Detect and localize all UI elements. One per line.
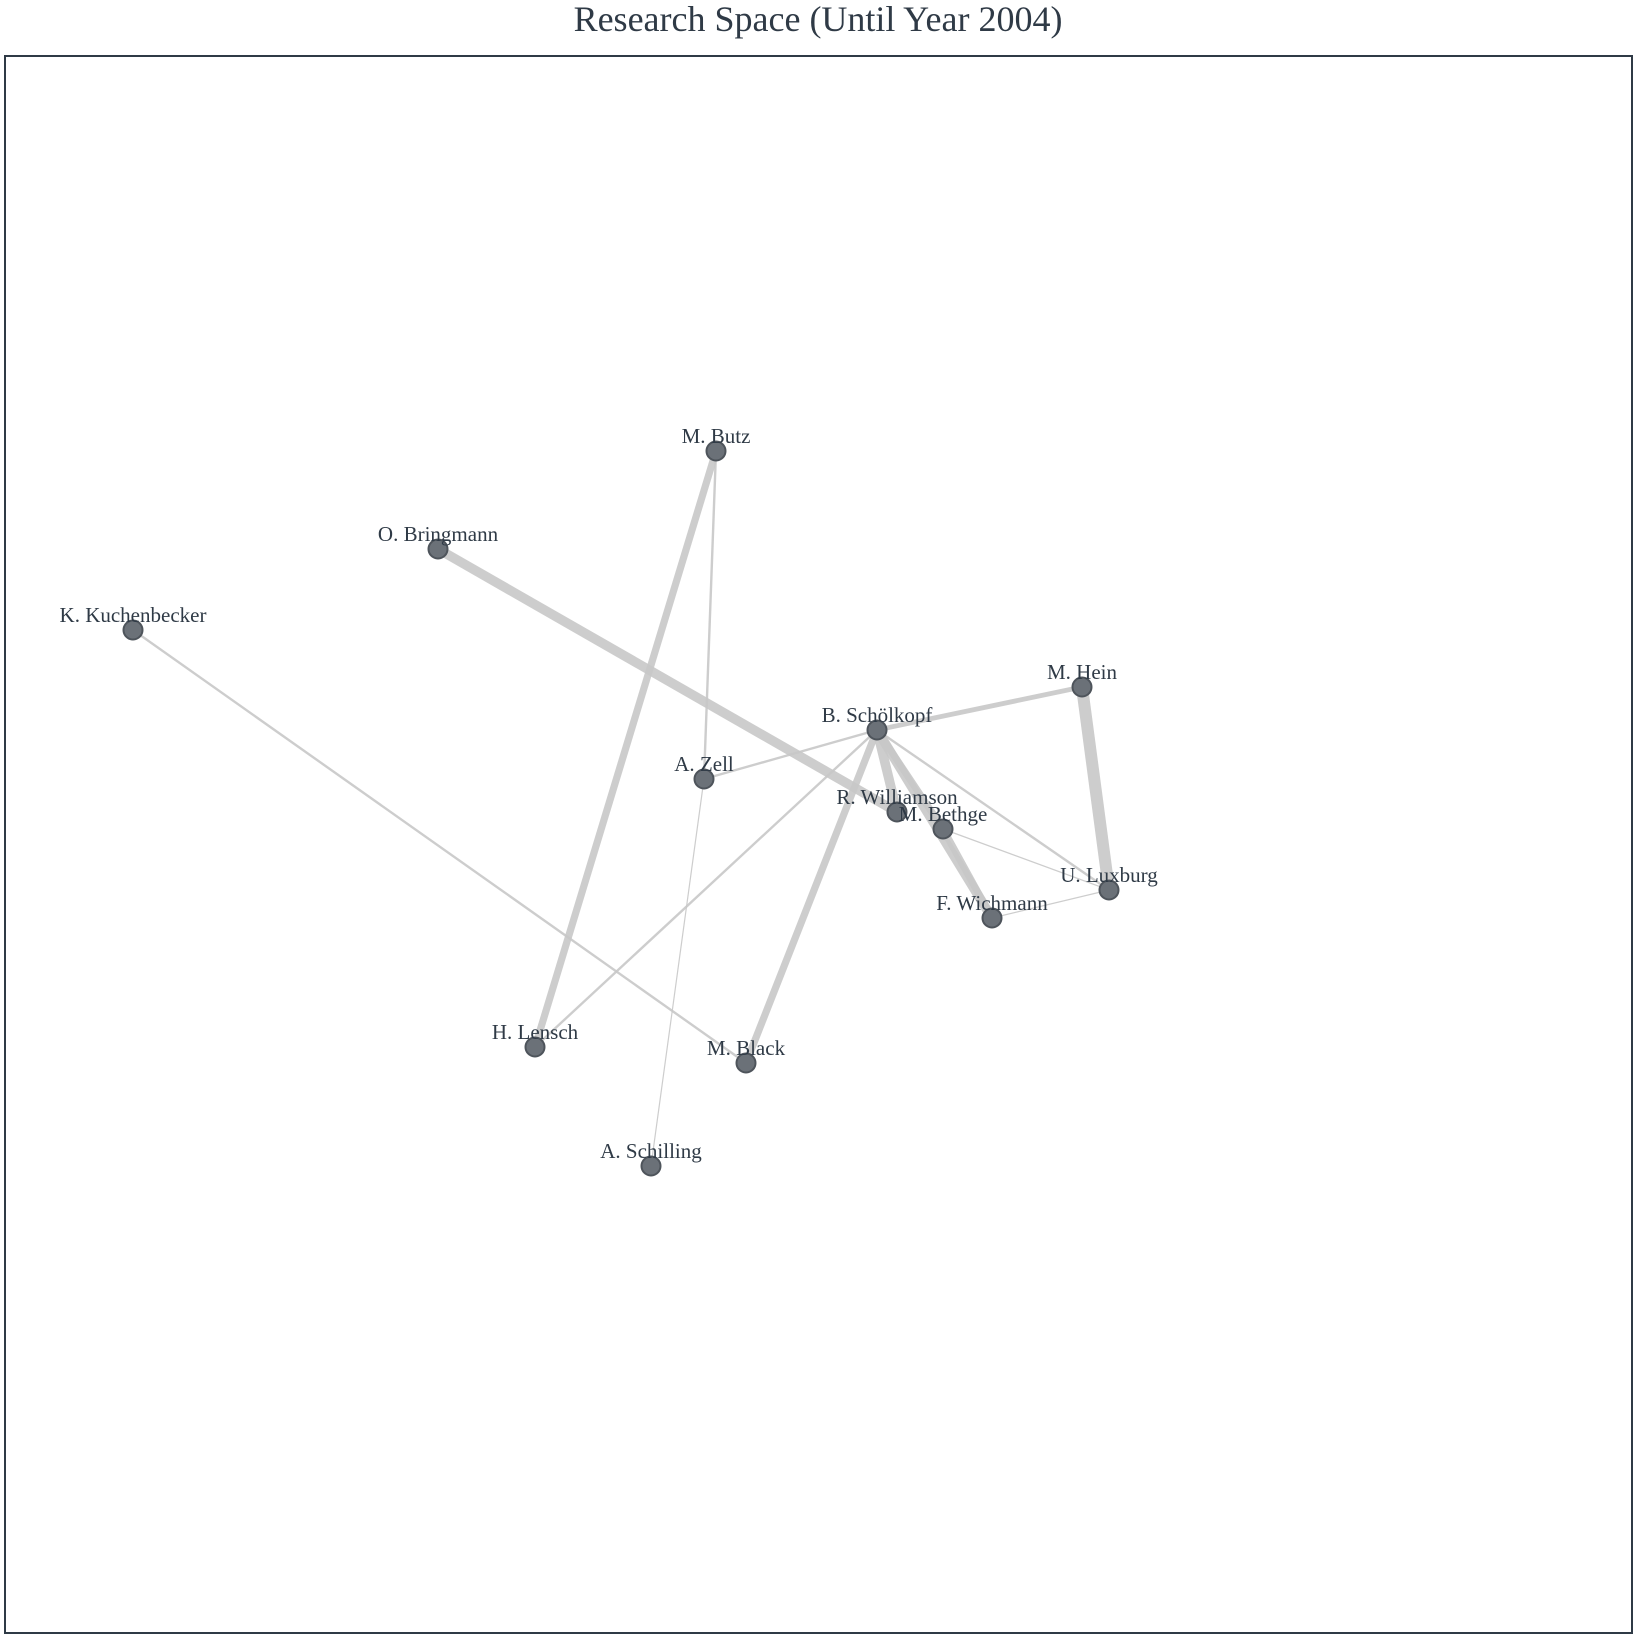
node-marker[interactable] bbox=[1071, 676, 1093, 698]
node-marker[interactable] bbox=[932, 818, 954, 840]
node-label: A. Zell bbox=[674, 752, 734, 776]
plot-frame bbox=[4, 55, 1633, 1634]
edge-schoelkopf-hein bbox=[876, 684, 1083, 733]
node-label: R. Williamson bbox=[836, 785, 958, 809]
edge-schoelkopf-zell bbox=[703, 728, 878, 781]
node-zell[interactable]: A. Zell bbox=[674, 752, 734, 790]
node-marker[interactable] bbox=[886, 801, 908, 823]
node-lensch[interactable]: H. Lensch bbox=[492, 1020, 579, 1058]
graph-title: Research Space (Until Year 2004) bbox=[574, 0, 1063, 39]
node-hein[interactable]: M. Hein bbox=[1047, 660, 1117, 698]
node-marker[interactable] bbox=[524, 1036, 546, 1058]
edge-luxburg-wichmann bbox=[991, 889, 1110, 919]
node-marker[interactable] bbox=[122, 619, 144, 641]
node-wichmann[interactable]: F. Wichmann bbox=[936, 891, 1048, 929]
node-marker[interactable] bbox=[735, 1052, 757, 1074]
edge-bethge-luxburg bbox=[942, 828, 1110, 891]
edge-bethge-wichmann bbox=[939, 827, 996, 920]
edge-schoelkopf-lensch bbox=[534, 729, 878, 1048]
node-bringmann[interactable]: O. Bringmann bbox=[378, 522, 499, 560]
node-label: O. Bringmann bbox=[378, 522, 499, 546]
edge-bringmann-williamson bbox=[435, 544, 900, 817]
node-label: M. Butz bbox=[682, 424, 751, 448]
node-schoelkopf[interactable]: B. Schölkopf bbox=[822, 703, 933, 741]
node-luxburg[interactable]: U. Luxburg bbox=[1060, 863, 1158, 901]
node-marker[interactable] bbox=[705, 440, 727, 462]
edge-butz-zell bbox=[702, 450, 718, 780]
node-label: M. Black bbox=[707, 1036, 786, 1060]
node-label: B. Schölkopf bbox=[822, 703, 933, 727]
node-marker[interactable] bbox=[427, 538, 449, 560]
node-marker[interactable] bbox=[981, 907, 1003, 929]
node-label: M. Bethge bbox=[899, 802, 988, 826]
nodes-layer: M. Butz O. Bringmann K. Kuchenbecker M. Hei… bbox=[60, 424, 1158, 1177]
node-label: F. Wichmann bbox=[936, 891, 1048, 915]
edge-schoelkopf-black bbox=[742, 728, 881, 1065]
node-butz[interactable]: M. Butz bbox=[682, 424, 751, 462]
node-schilling[interactable]: A. Schilling bbox=[600, 1139, 702, 1177]
node-marker[interactable] bbox=[1098, 879, 1120, 901]
edge-schoelkopf-luxburg bbox=[876, 729, 1110, 891]
node-marker[interactable] bbox=[640, 1155, 662, 1177]
node-label: H. Lensch bbox=[492, 1020, 579, 1044]
edge-kuchenbecker-black bbox=[132, 629, 747, 1064]
node-label: A. Schilling bbox=[600, 1139, 702, 1163]
edge-zell-schilling bbox=[650, 778, 705, 1167]
node-williamson[interactable]: R. Williamson bbox=[836, 785, 958, 823]
edge-butz-lensch bbox=[531, 449, 720, 1049]
node-label: K. Kuchenbecker bbox=[60, 603, 207, 627]
node-black[interactable]: M. Black bbox=[707, 1036, 786, 1074]
node-kuchenbecker[interactable]: K. Kuchenbecker bbox=[60, 603, 207, 641]
node-bethge[interactable]: M. Bethge bbox=[899, 802, 988, 840]
node-marker[interactable] bbox=[693, 768, 715, 790]
node-label: M. Hein bbox=[1047, 660, 1117, 684]
node-label: U. Luxburg bbox=[1060, 863, 1158, 887]
node-marker[interactable] bbox=[866, 719, 888, 741]
edge-hein-luxburg bbox=[1076, 686, 1115, 891]
